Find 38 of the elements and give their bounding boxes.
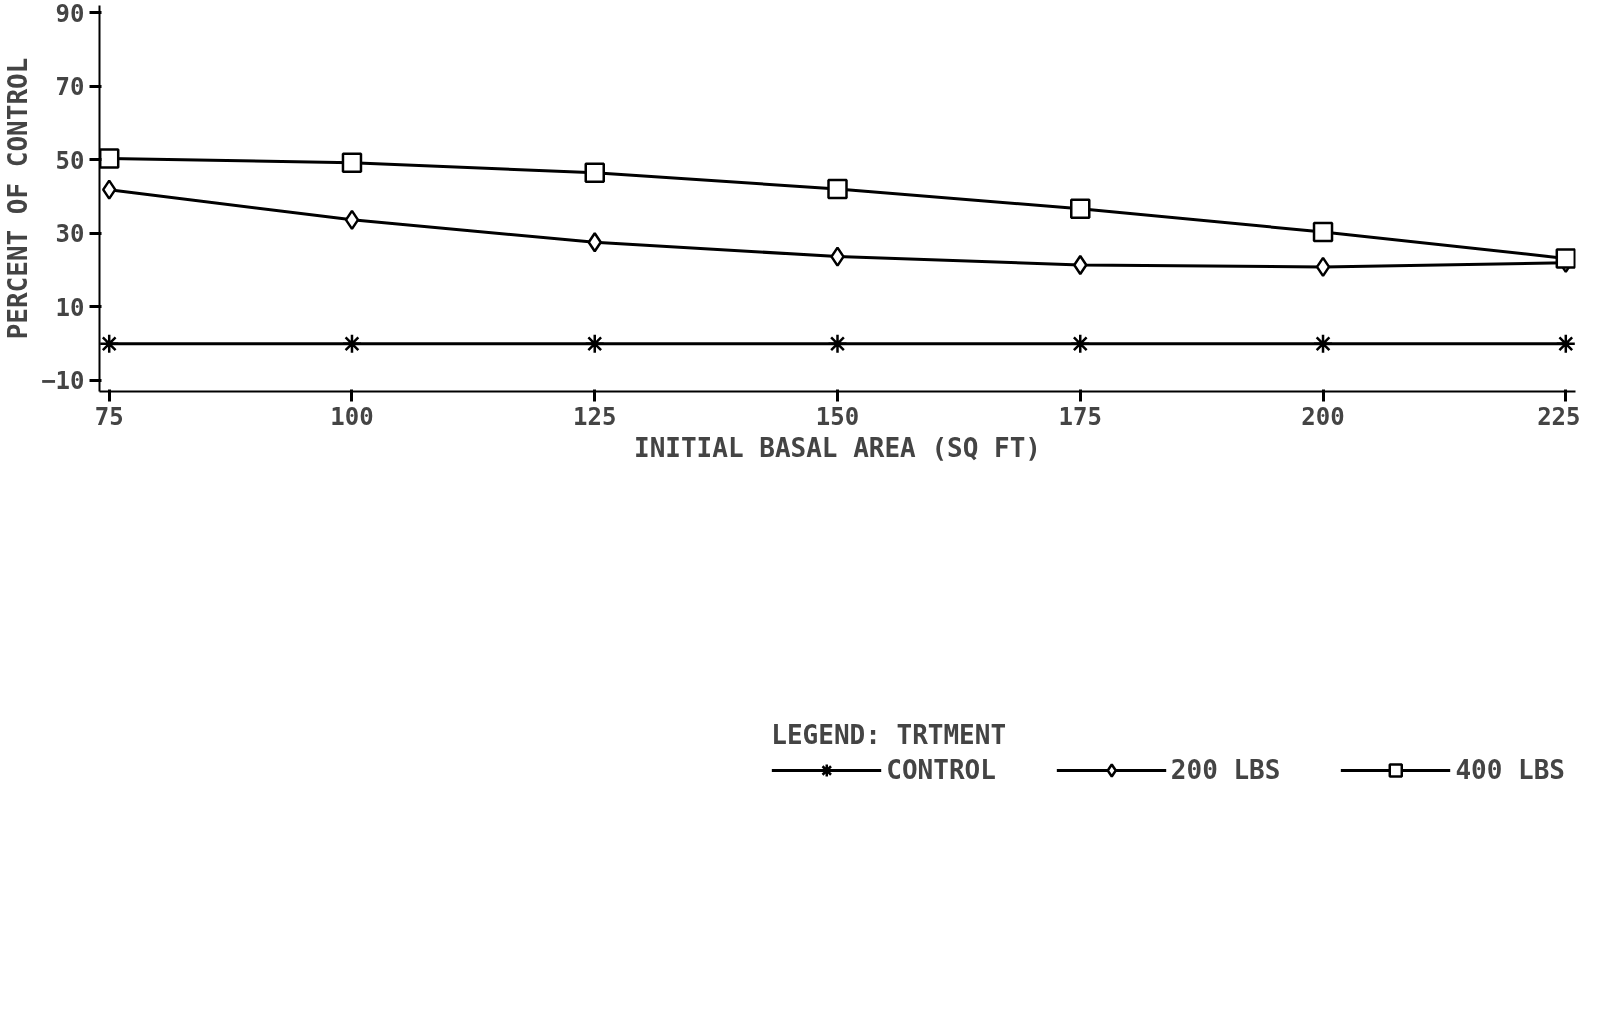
legend-label: 200 LBS <box>1170 755 1281 785</box>
point <box>1070 198 1091 220</box>
point <box>99 148 120 169</box>
point <box>830 246 845 267</box>
y-tick-label: 10 <box>55 293 85 322</box>
y-tick-label: 50 <box>55 146 85 175</box>
point <box>584 333 605 354</box>
point <box>827 178 848 200</box>
point <box>1555 248 1576 269</box>
x-axis-title: INITIAL BASAL AREA (SQ FT) <box>634 432 1042 463</box>
point <box>341 152 363 174</box>
y-tick-label: 30 <box>55 220 85 249</box>
point <box>827 333 848 354</box>
x-tick-label: 225 <box>1537 402 1581 431</box>
point <box>1315 256 1331 278</box>
x-tick-label: 100 <box>330 402 374 431</box>
y-axis-title: PERCENT OF CONTROL <box>3 57 34 340</box>
x-tick-label: 175 <box>1058 402 1102 431</box>
y-tick-label: −10 <box>41 367 85 396</box>
x-tick-label: 125 <box>573 402 617 431</box>
legend-label: 400 LBS <box>1455 755 1565 785</box>
x-tick-label: 200 <box>1301 402 1345 431</box>
point <box>1312 333 1334 354</box>
legend-title: LEGEND: TRTMENT <box>771 720 1008 750</box>
legend-label: CONTROL <box>886 755 996 785</box>
point <box>99 333 120 354</box>
x-tick-label: 75 <box>94 402 124 431</box>
x-tick-label: 150 <box>815 402 860 431</box>
point <box>587 232 602 253</box>
point <box>584 162 605 184</box>
y-tick-label: 70 <box>55 73 85 102</box>
point <box>1070 333 1091 354</box>
point <box>344 209 360 231</box>
point <box>341 333 363 354</box>
y-tick-label: 90 <box>55 0 85 28</box>
point <box>1312 221 1334 243</box>
point <box>101 179 117 200</box>
point <box>1555 333 1576 354</box>
